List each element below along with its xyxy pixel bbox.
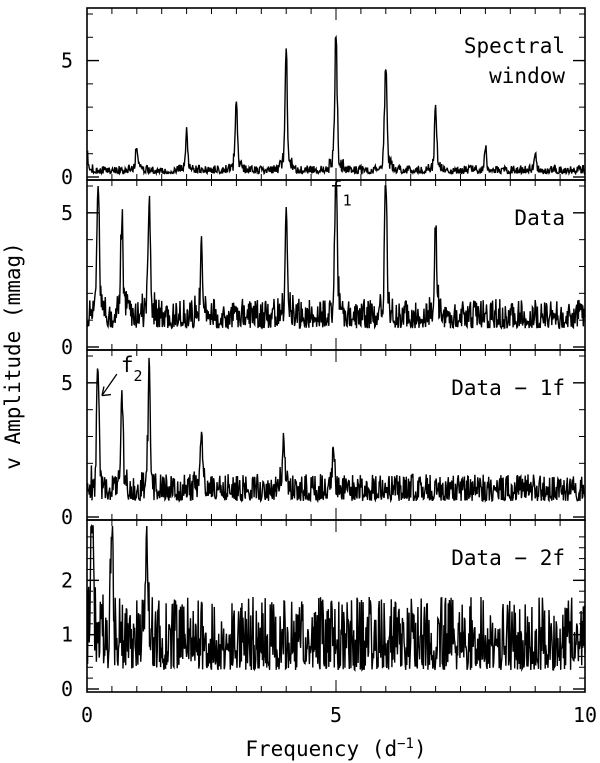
- x-tick-label: 10: [573, 703, 597, 727]
- panel-label: window: [489, 64, 565, 88]
- series-line: [86, 357, 586, 504]
- series-line: [86, 185, 586, 330]
- series-line: [86, 523, 586, 672]
- y-axis-title: v Amplitude (mmag): [1, 242, 25, 470]
- y-tick-label: 0: [61, 335, 73, 359]
- panel-3: 0 5 Data − 1f f2: [61, 349, 586, 529]
- panel-label: Data − 2f: [451, 546, 565, 570]
- x-axis-title: Frequency (d−1): [245, 736, 426, 761]
- y-tick-label: 0: [61, 677, 73, 701]
- panel-label: Data − 1f: [451, 376, 565, 400]
- series-line: [86, 34, 586, 177]
- peak-annotation: f1: [330, 178, 352, 210]
- panel-label: Data: [514, 206, 565, 230]
- y-tick-label: 5: [61, 49, 73, 73]
- x-tick-label: 0: [81, 703, 93, 727]
- x-axis: 0 5 10: [81, 703, 597, 727]
- x-tick-label: 5: [330, 703, 342, 727]
- panels-group: 0 5 Spectral window 0 5 Data f1 0 5 Data − 1f f2 0 1 2…: [61, 7, 586, 701]
- y-tick-label: 2: [61, 568, 73, 592]
- y-tick-label: 0: [61, 505, 73, 529]
- y-tick-label: 1: [61, 623, 73, 647]
- annotation-arrow: [101, 373, 118, 396]
- y-tick-label: 5: [61, 201, 73, 225]
- panel-2: 0 5 Data f1: [61, 178, 586, 359]
- panel-label: Spectral: [464, 34, 565, 58]
- y-tick-label: 5: [61, 371, 73, 395]
- peak-annotation: f2: [121, 353, 143, 385]
- y-tick-label: 0: [61, 165, 73, 189]
- arrow-head: [101, 386, 112, 397]
- panel-4: 0 1 2 Data − 2f: [61, 519, 586, 701]
- panel-1: 0 5 Spectral window: [61, 7, 586, 189]
